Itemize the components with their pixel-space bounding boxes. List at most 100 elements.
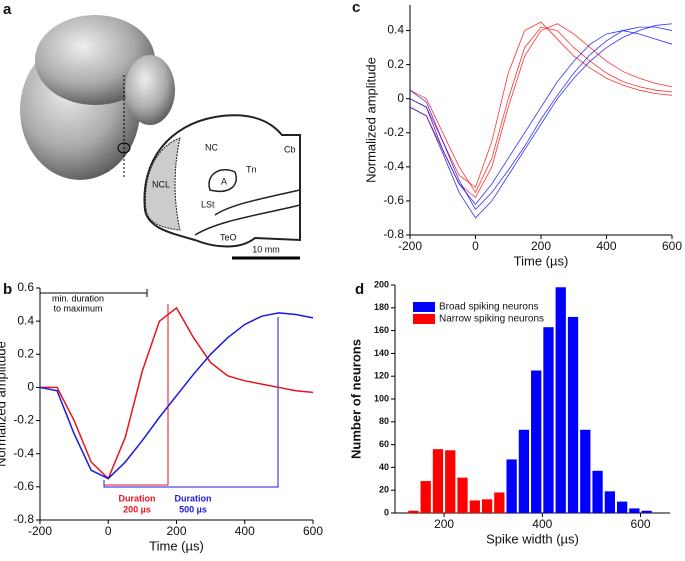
x-tick-label: 0 — [105, 524, 112, 538]
region-label: A — [221, 176, 227, 186]
x-tick-label: 200 — [434, 517, 454, 531]
y-tick-label: -0.2 — [13, 413, 34, 427]
bar — [567, 316, 579, 513]
bar — [592, 470, 603, 513]
x-axis-title: Time (µs) — [514, 253, 569, 268]
y-tick-label: -0.6 — [383, 193, 404, 207]
bar — [420, 481, 431, 513]
y-tick-label: -0.8 — [13, 512, 34, 526]
x-tick-label: -200 — [28, 524, 52, 538]
legend-swatch — [413, 302, 435, 312]
y-tick-label: 20 — [379, 485, 389, 495]
bar — [432, 449, 444, 513]
y-axis-title: Normalized amplitude — [363, 57, 378, 183]
brain-photo — [35, 15, 155, 105]
bar — [481, 499, 493, 513]
bar — [469, 500, 480, 513]
site-marker — [117, 142, 131, 154]
region-label: TeO — [220, 232, 237, 242]
x-tick-label: 400 — [235, 524, 255, 538]
x-axis-title: Time (µs) — [149, 538, 204, 553]
y-tick-label: -0.4 — [13, 446, 34, 460]
panel-label: a — [3, 1, 12, 18]
panel-a: a NC NCL A LSt Tn Cb TeO 10 mm — [3, 1, 301, 260]
y-tick-label: -0.4 — [383, 159, 404, 173]
legend-label: Narrow spiking neurons — [439, 314, 544, 325]
annotation: 200 µs — [123, 504, 151, 514]
bar — [445, 450, 456, 513]
y-axis-title: Normalized amplitude — [0, 341, 8, 467]
y-tick-label: 0.2 — [387, 57, 404, 71]
series-line — [409, 23, 673, 219]
region-label: Cb — [284, 144, 296, 154]
bar — [616, 501, 628, 513]
x-tick-label: -200 — [398, 239, 422, 253]
legend-label: Broad spiking neurons — [439, 302, 539, 313]
scale-bar-label: 10 mm — [252, 244, 280, 254]
bar — [531, 370, 542, 513]
series-line — [409, 30, 673, 205]
bar — [494, 492, 505, 513]
x-tick-label: 400 — [596, 239, 616, 253]
bar — [518, 429, 530, 513]
bar — [555, 287, 566, 513]
y-tick-label: 120 — [374, 371, 389, 381]
series-line — [409, 26, 673, 211]
y-tick-label: 0 — [397, 91, 404, 105]
section-structures — [194, 169, 301, 236]
y-tick-label: 0.4 — [17, 313, 34, 327]
region-label: LSt — [201, 199, 215, 209]
panel-label: b — [3, 281, 12, 298]
y-axis-title: Number of neurons — [348, 339, 363, 459]
annotation: Duration — [119, 493, 156, 503]
x-tick-label: 600 — [303, 524, 323, 538]
panel-b-brackets — [40, 289, 279, 488]
y-tick-label: 60 — [379, 439, 389, 449]
annotation: to maximum — [53, 303, 102, 313]
y-tick-label: 180 — [374, 302, 389, 312]
annotation: Duration — [175, 493, 212, 503]
bar — [506, 459, 517, 513]
y-tick-label: 80 — [379, 416, 389, 426]
annotation: 500 µs — [179, 504, 207, 514]
y-tick-label: 200 — [374, 279, 389, 289]
y-tick-label: -0.8 — [383, 227, 404, 241]
bracket — [103, 317, 279, 488]
x-axis-title: Spike width (µs) — [486, 531, 579, 546]
legend-swatch — [413, 314, 435, 324]
x-tick-label: 200 — [531, 239, 551, 253]
y-tick-label: 0.4 — [387, 23, 404, 37]
y-tick-label: 0.2 — [17, 346, 34, 360]
region-label: NCL — [152, 179, 170, 189]
y-tick-label: 0 — [384, 507, 389, 517]
x-tick-label: 600 — [631, 517, 651, 531]
bar — [641, 510, 652, 513]
y-tick-label: 0 — [27, 380, 34, 394]
x-tick-label: 400 — [532, 517, 552, 531]
y-tick-label: 160 — [374, 325, 389, 335]
bar — [543, 327, 554, 513]
y-tick-label: 140 — [374, 348, 389, 358]
bar — [457, 477, 468, 513]
y-tick-label: 0.6 — [17, 280, 34, 294]
brain-photo — [125, 55, 175, 125]
series-line — [39, 312, 314, 480]
region-label: Tn — [246, 164, 257, 174]
bar — [408, 510, 419, 513]
series-line — [409, 26, 673, 194]
y-tick-label: -0.2 — [383, 125, 404, 139]
series-line — [409, 21, 673, 188]
region-label: NC — [205, 142, 218, 152]
series-line — [409, 23, 673, 199]
annotation: min. duration — [52, 293, 104, 303]
panel-label: c — [352, 0, 360, 16]
y-tick-label: -0.6 — [13, 479, 34, 493]
y-tick-label: 40 — [379, 462, 389, 472]
y-tick-label: 100 — [374, 393, 389, 403]
bar — [580, 429, 591, 513]
x-tick-label: 200 — [166, 524, 186, 538]
bar — [604, 491, 615, 513]
bar — [629, 508, 640, 513]
x-tick-label: 0 — [472, 239, 479, 253]
